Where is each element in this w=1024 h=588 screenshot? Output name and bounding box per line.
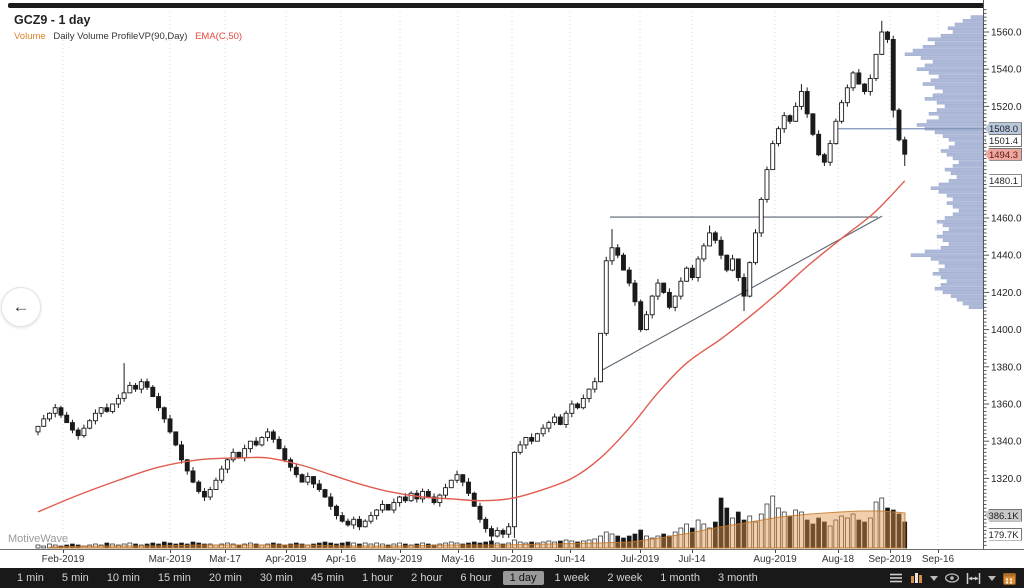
- timeframe-toolbar: 1 min 5 min 10 min 15 min 20 min 30 min 45 min…: [0, 568, 1024, 588]
- date-tick: [286, 550, 287, 553]
- toolbar-icons: [889, 572, 1016, 585]
- date-tick: [890, 550, 891, 553]
- date-tick: [400, 550, 401, 553]
- timeframe-button-1-day[interactable]: 1 day: [502, 571, 544, 585]
- timeframe-button-20-min[interactable]: 20 min: [208, 572, 242, 584]
- timeframe-button-1-min[interactable]: 1 min: [17, 572, 44, 584]
- timeframe-button-3-month[interactable]: 3 month: [717, 572, 758, 584]
- date-tick: [938, 550, 939, 553]
- date-label-Aug-2019: Aug-2019: [753, 554, 797, 565]
- volume-profile-layer: [904, 15, 983, 309]
- price-tag-1494.3: 1494.3: [985, 147, 1022, 161]
- date-tick: [692, 550, 693, 553]
- chart-canvas[interactable]: [0, 0, 983, 549]
- svg-text:1540.0: 1540.0: [991, 65, 1022, 76]
- date-tick: [775, 550, 776, 553]
- date-label-Jun-14: Jun-14: [554, 554, 586, 565]
- date-tick: [63, 550, 64, 553]
- svg-text:1340.0: 1340.0: [991, 437, 1022, 448]
- svg-text:1320.0: 1320.0: [991, 474, 1022, 485]
- volume-tag-179.7K: 179.7K: [985, 527, 1022, 541]
- svg-text:1460.0: 1460.0: [991, 214, 1022, 225]
- timeframe-button-1-hour[interactable]: 1 hour: [361, 572, 394, 584]
- date-label-Mar-17: Mar-17: [209, 554, 241, 565]
- date-label-Feb-2019: Feb-2019: [41, 554, 85, 565]
- svg-text:1520.0: 1520.0: [991, 102, 1022, 113]
- price-tag-1501.4: 1501.4: [985, 134, 1022, 148]
- timeframe-button-15-min[interactable]: 15 min: [157, 572, 191, 584]
- ema-line: [37, 180, 906, 513]
- date-tick: [640, 550, 641, 553]
- date-tick: [838, 550, 839, 553]
- price-axis[interactable]: 1560.01540.01520.01500.01480.01460.01440…: [983, 0, 1024, 549]
- date-label-Sep-2019: Sep-2019: [868, 554, 912, 565]
- date-label-Jul-14: Jul-14: [678, 554, 706, 565]
- bar-spacing-icon[interactable]: [966, 572, 981, 584]
- visibility-icon[interactable]: [945, 573, 959, 583]
- timeframe-button-2-week[interactable]: 2 week: [607, 572, 643, 584]
- date-tick: [170, 550, 171, 553]
- trendlines-layer: [597, 215, 883, 373]
- window-top-edge: [8, 3, 1016, 8]
- date-label-Sep-16: Sep-16: [921, 554, 955, 565]
- date-label-Jun-2019: Jun-2019: [491, 554, 533, 565]
- date-tick: [458, 550, 459, 553]
- chart-type-icon[interactable]: [910, 572, 923, 584]
- date-label-May-16: May-16: [441, 554, 475, 565]
- date-label-Apr-16: Apr-16: [325, 554, 357, 565]
- date-tick: [225, 550, 226, 553]
- timeframe-button-1-month[interactable]: 1 month: [660, 572, 700, 584]
- date-label-Mar-2019: Mar-2019: [148, 554, 192, 565]
- timeframe-button-5-min[interactable]: 5 min: [61, 572, 89, 584]
- date-tick: [570, 550, 571, 553]
- chart-type-caret-icon[interactable]: [930, 575, 938, 581]
- svg-text:1400.0: 1400.0: [991, 325, 1022, 336]
- timeframe-button-45-min[interactable]: 45 min: [310, 572, 344, 584]
- timeframe-button-30-min[interactable]: 30 min: [259, 572, 293, 584]
- price-tag-1508.0: 1508.0: [985, 122, 1022, 136]
- date-label-Jul-2019: Jul-2019: [620, 554, 660, 565]
- back-button[interactable]: ←: [1, 287, 41, 327]
- back-arrow-icon: ←: [12, 297, 30, 316]
- svg-text:1560.0: 1560.0: [991, 28, 1022, 39]
- candles-layer: [35, 20, 908, 542]
- date-label-May-2019: May-2019: [377, 554, 423, 565]
- timeframe-button-6-hour[interactable]: 6 hour: [460, 572, 492, 584]
- date-tick: [512, 550, 513, 553]
- menu-icon[interactable]: [889, 572, 903, 584]
- svg-text:1420.0: 1420.0: [991, 288, 1022, 299]
- svg-text:1380.0: 1380.0: [991, 362, 1022, 373]
- date-axis[interactable]: Feb-2019 Mar-2019 Mar-17 Apr-2019 Apr-16 May-…: [0, 549, 1024, 568]
- calendar-icon[interactable]: [1003, 572, 1016, 585]
- volume-overlay-layer: [49, 510, 906, 549]
- date-label-Aug-18: Aug-18: [821, 554, 855, 565]
- svg-text:1360.0: 1360.0: [991, 400, 1022, 411]
- timeframe-buttons: 1 min 5 min 10 min 15 min 20 min 30 min 45 min…: [8, 571, 767, 585]
- timeframe-button-2-hour[interactable]: 2 hour: [411, 572, 443, 584]
- bar-spacing-caret-icon[interactable]: [988, 575, 996, 581]
- svg-text:1440.0: 1440.0: [991, 251, 1022, 262]
- date-label-Apr-2019: Apr-2019: [265, 554, 307, 565]
- date-tick: [341, 550, 342, 553]
- timeframe-button-10-min[interactable]: 10 min: [106, 572, 140, 584]
- timeframe-button-1-week[interactable]: 1 week: [554, 572, 590, 584]
- price-tag-1480.1: 1480.1: [985, 174, 1022, 188]
- volume-tag-386.1K: 386.1K: [985, 508, 1022, 522]
